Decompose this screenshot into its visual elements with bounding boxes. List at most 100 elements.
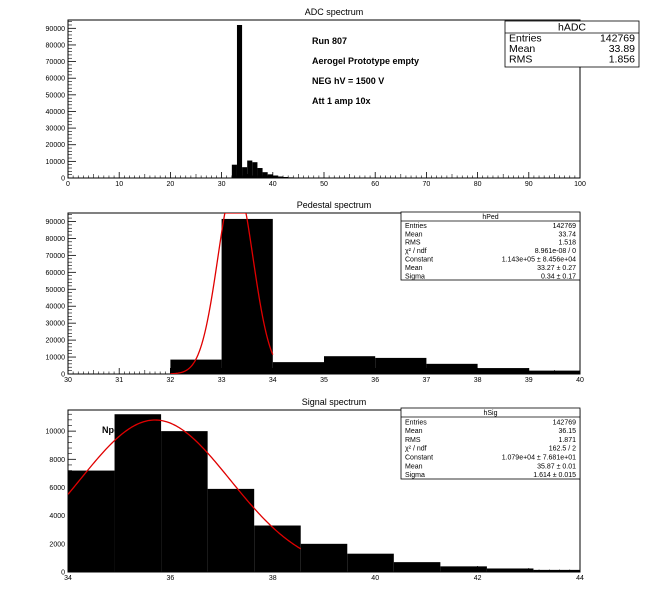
stats-box: hPed Entries 142769 Mean 33.74 RMS 1.518 χ² / n… <box>400 211 581 281</box>
y-tick-label: 4000 <box>49 513 65 520</box>
histogram-bin <box>231 164 237 178</box>
histogram-bin <box>207 488 255 572</box>
y-tick-label: 30000 <box>46 126 66 133</box>
y-tick-label: 80000 <box>46 236 66 243</box>
stats-row-value: 33.74 <box>558 231 576 238</box>
x-tick-label: 31 <box>115 377 123 384</box>
x-tick-label: 60 <box>371 181 379 188</box>
y-tick-label: 60000 <box>46 76 66 83</box>
annotation-text: Aerogel Prototype empty <box>312 56 419 66</box>
stats-row-label: Constant <box>405 455 433 462</box>
stats-row-label: χ² / ndf <box>405 248 427 255</box>
histogram-bin <box>114 414 162 572</box>
stats-row-label: Mean <box>405 428 423 435</box>
histogram-bin <box>170 359 222 374</box>
stats-row-label: Constant <box>405 257 433 264</box>
y-tick-label: 10000 <box>46 355 66 362</box>
panel-hADC: ADC spectrum 0 10 20 30 40 50 60 70 80 90 100 0 10000… <box>46 7 640 188</box>
x-tick-label: 0 <box>66 181 70 188</box>
stats-row-label: Mean <box>405 463 423 470</box>
x-tick-label: 35 <box>320 377 328 384</box>
histogram-bin <box>272 362 324 374</box>
stats-row-value: 1.856 <box>609 54 635 66</box>
x-tick-label: 36 <box>167 575 175 582</box>
y-tick-label: 8000 <box>49 457 65 464</box>
histogram-bin <box>347 553 394 572</box>
annotation-text: Run 807 <box>312 36 347 46</box>
stats-row-value: 1.614 ± 0.015 <box>533 472 576 479</box>
histogram-bin <box>272 175 278 178</box>
stats-box-title: hPed <box>482 214 498 221</box>
stats-box-title: hADC <box>558 22 586 34</box>
stats-row-label: Entries <box>405 223 427 230</box>
chart-title: Signal spectrum <box>302 397 367 407</box>
y-tick-label: 90000 <box>46 219 66 226</box>
histogram-bin <box>221 218 273 374</box>
x-tick-label: 42 <box>474 575 482 582</box>
x-tick-label: 38 <box>474 377 482 384</box>
x-tick-label: 39 <box>525 377 533 384</box>
annotation-text: Npe <box>102 425 119 435</box>
stats-row-label: RMS <box>509 54 532 66</box>
histogram-bin <box>393 562 441 572</box>
x-tick-label: 70 <box>423 181 431 188</box>
stats-row-value: 0.34 ± 0.17 <box>541 273 576 280</box>
stats-box-frame <box>400 407 581 480</box>
y-tick-label: 0 <box>61 176 65 183</box>
stats-row-label: Mean <box>405 231 423 238</box>
y-tick-label: 30000 <box>46 321 66 328</box>
stats-row-value: 162.5 / 2 <box>549 446 576 453</box>
histogram-bin <box>300 543 348 572</box>
stats-box-frame <box>400 211 581 281</box>
x-tick-label: 44 <box>576 575 584 582</box>
stats-row-label: Mean <box>509 43 535 55</box>
stats-row-value: 1.079e+04 ± 7.681e+01 <box>502 455 576 462</box>
stats-row-label: Sigma <box>405 273 425 280</box>
x-tick-label: 37 <box>423 377 431 384</box>
y-tick-label: 10000 <box>46 159 66 166</box>
gaussian-fit-curve <box>68 419 302 550</box>
y-tick-label: 6000 <box>49 485 65 492</box>
stats-box-frame <box>504 20 640 68</box>
x-tick-label: 20 <box>167 181 175 188</box>
stats-row-value: 33.89 <box>609 43 635 55</box>
histogram-bin <box>486 568 534 572</box>
histogram-bin <box>267 174 273 178</box>
histogram-bin <box>533 569 580 572</box>
histogram-bin <box>288 177 294 178</box>
y-tick-label: 40000 <box>46 304 66 311</box>
stats-row-value: 8.961e-08 / 0 <box>535 248 576 255</box>
y-tick-label: 40000 <box>46 109 66 116</box>
y-tick-label: 0 <box>61 570 65 577</box>
stats-box-title: hSig <box>483 410 497 417</box>
x-tick-label: 30 <box>218 181 226 188</box>
stats-row-value: 142769 <box>600 33 635 45</box>
x-tick-label: 100 <box>574 181 586 188</box>
panel-hSig: Signal spectrum 34 36 38 40 42 44 0 2000 4000 6000… <box>46 397 584 582</box>
y-tick-label: 20000 <box>46 142 66 149</box>
y-tick-label: 70000 <box>46 59 66 66</box>
x-tick-label: 34 <box>269 377 277 384</box>
histogram-bin <box>324 356 376 374</box>
y-tick-label: 2000 <box>49 541 65 548</box>
histogram-bin <box>426 363 478 374</box>
stats-row-label: Entries <box>405 419 427 426</box>
x-tick-label: 30 <box>64 377 72 384</box>
annotation-text: NEG hV = 1500 V <box>312 76 384 86</box>
stats-row-label: Mean <box>405 265 423 272</box>
histogram-bin <box>440 566 487 572</box>
y-tick-label: 10000 <box>46 429 66 436</box>
stats-row-label: RMS <box>405 437 421 444</box>
x-tick-label: 32 <box>167 377 175 384</box>
y-tick-label: 50000 <box>46 287 66 294</box>
histogram-bin <box>161 431 208 572</box>
y-tick-label: 50000 <box>46 92 66 99</box>
x-tick-label: 40 <box>576 377 584 384</box>
chart-title: ADC spectrum <box>305 7 364 17</box>
annotation-text: Att 1 amp 10x <box>312 96 371 106</box>
x-tick-label: 36 <box>371 377 379 384</box>
histogram-bin <box>252 162 258 178</box>
stats-row-value: 33.27 ± 0.27 <box>537 265 576 272</box>
